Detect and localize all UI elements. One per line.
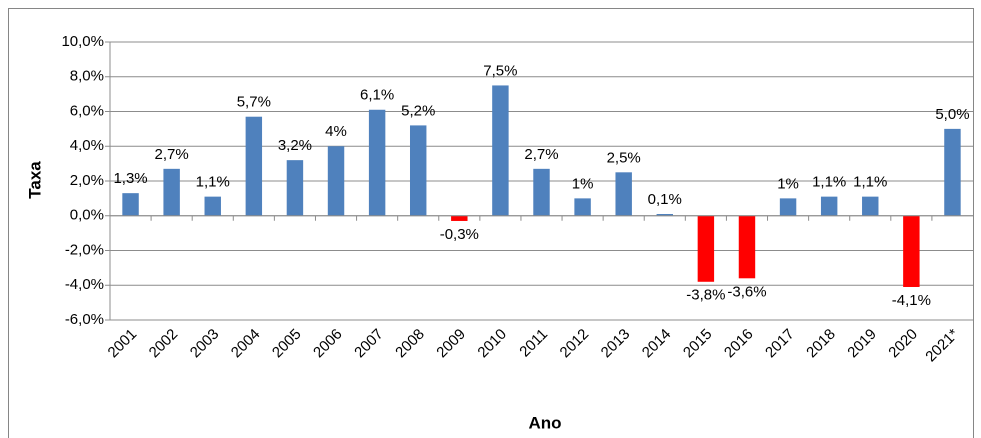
y-tick-label: -4,0% (65, 276, 104, 293)
value-label: 2,7% (155, 146, 189, 163)
value-label: 1% (572, 175, 594, 192)
value-label: -3,8% (686, 287, 725, 304)
y-tick-label: 4,0% (70, 137, 104, 154)
value-label: -3,6% (727, 283, 766, 300)
value-label: 7,5% (483, 62, 517, 79)
y-tick-label: 2,0% (70, 172, 104, 189)
bar (492, 85, 509, 216)
value-label: 1,1% (812, 174, 846, 191)
bar (656, 214, 674, 216)
x-axis-title: Ano (528, 413, 561, 432)
value-label: 2,5% (607, 149, 641, 166)
bar (163, 168, 180, 216)
value-label: 5,0% (935, 106, 969, 123)
value-label: 2,7% (524, 146, 558, 163)
value-label: 1,1% (196, 174, 230, 191)
bar (204, 196, 221, 216)
value-label: 4% (325, 123, 347, 140)
value-label: 6,1% (360, 87, 394, 104)
bar (286, 160, 304, 216)
value-label: -4,1% (892, 292, 931, 309)
value-label: 1,1% (853, 174, 887, 191)
value-label: 0,1% (648, 191, 682, 208)
y-tick-label: 8,0% (70, 68, 104, 85)
value-label: 3,2% (278, 137, 312, 154)
value-label: 1,3% (113, 170, 147, 187)
bar (820, 196, 838, 216)
bar (122, 193, 139, 216)
bar (779, 198, 797, 216)
bar (533, 168, 550, 216)
y-axis-title: Taxa (25, 161, 44, 199)
bar (862, 196, 879, 216)
bar (944, 128, 961, 216)
y-tick-label: -2,0% (65, 241, 104, 258)
y-tick-label: 0,0% (70, 207, 104, 224)
value-label: -0,3% (440, 226, 479, 243)
value-label: 5,2% (401, 102, 435, 119)
bar (738, 215, 756, 279)
bar (697, 215, 715, 282)
bar (615, 172, 632, 216)
value-label: 1% (777, 175, 799, 192)
value-label: 5,7% (237, 94, 271, 111)
y-tick-label: 10,0% (61, 33, 104, 50)
y-tick-label: 6,0% (70, 102, 104, 119)
bar (451, 215, 468, 221)
bar (368, 109, 386, 216)
bar (574, 198, 591, 216)
chart-border (8, 8, 974, 438)
bar (245, 116, 263, 216)
bar (327, 146, 345, 216)
y-tick-label: -6,0% (65, 311, 104, 328)
bar (409, 125, 427, 216)
bar (903, 215, 920, 287)
